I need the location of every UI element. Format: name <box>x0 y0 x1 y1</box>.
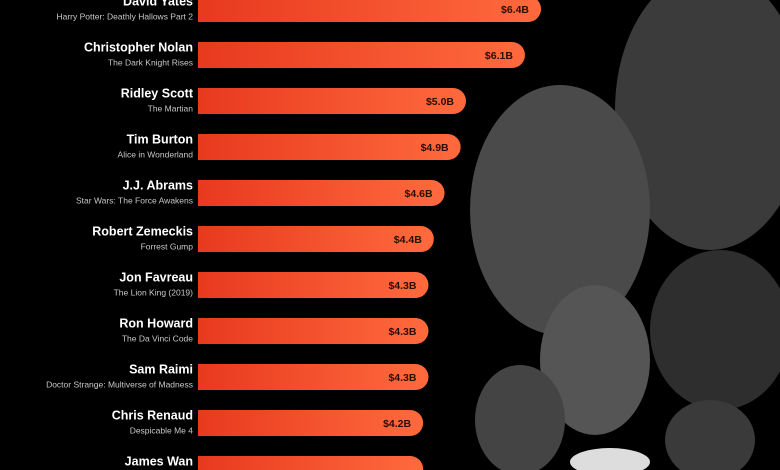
movie-title: The Lion King (2019) <box>114 287 194 297</box>
value-label: $4.3B <box>388 326 416 338</box>
director-name: Christopher Nolan <box>84 40 193 54</box>
bar <box>198 88 466 114</box>
director-name: J.J. Abrams <box>123 178 193 192</box>
value-label: $5.0B <box>426 96 454 108</box>
bar <box>198 456 424 470</box>
movie-title: The Dark Knight Rises <box>108 57 193 67</box>
director-name: Ridley Scott <box>121 86 194 100</box>
movie-title: Star Wars: The Force Awakens <box>76 195 193 205</box>
bar <box>198 180 445 206</box>
movie-title: The Da Vinci Code <box>122 333 193 343</box>
value-label: $4.9B <box>421 142 449 154</box>
bar <box>198 226 434 252</box>
director-name: Ron Howard <box>119 316 193 330</box>
bar <box>198 364 429 390</box>
movie-title: Alice in Wonderland <box>118 149 194 159</box>
value-label: $4.3B <box>388 280 416 292</box>
value-label: $4.6B <box>405 188 433 200</box>
value-label: $6.4B <box>501 4 529 16</box>
movie-title: Forrest Gump <box>141 241 194 251</box>
director-name: James Wan <box>125 454 193 468</box>
bar <box>198 318 429 344</box>
director-name: Sam Raimi <box>129 362 193 376</box>
director-name: Tim Burton <box>127 132 193 146</box>
value-label: $6.1B <box>485 50 513 62</box>
movie-title: Harry Potter: Deathly Hallows Part 2 <box>56 11 193 21</box>
bar <box>198 42 525 68</box>
movie-title: Despicable Me 4 <box>130 425 194 435</box>
value-label: $4.4B <box>394 234 422 246</box>
bar <box>198 0 542 22</box>
value-label: $4.2B <box>383 418 411 430</box>
value-label: $4.3B <box>388 372 416 384</box>
director-name: Jon Favreau <box>119 270 193 284</box>
photo-collage <box>470 0 780 470</box>
director-name: Chris Renaud <box>112 408 193 422</box>
director-name: Robert Zemeckis <box>92 224 193 238</box>
bar <box>198 272 429 298</box>
movie-title: The Martian <box>148 103 194 113</box>
bar <box>198 134 461 160</box>
director-name: David Yates <box>123 0 193 8</box>
bar <box>198 410 424 436</box>
movie-title: Doctor Strange: Multiverse of Madness <box>46 379 193 389</box>
